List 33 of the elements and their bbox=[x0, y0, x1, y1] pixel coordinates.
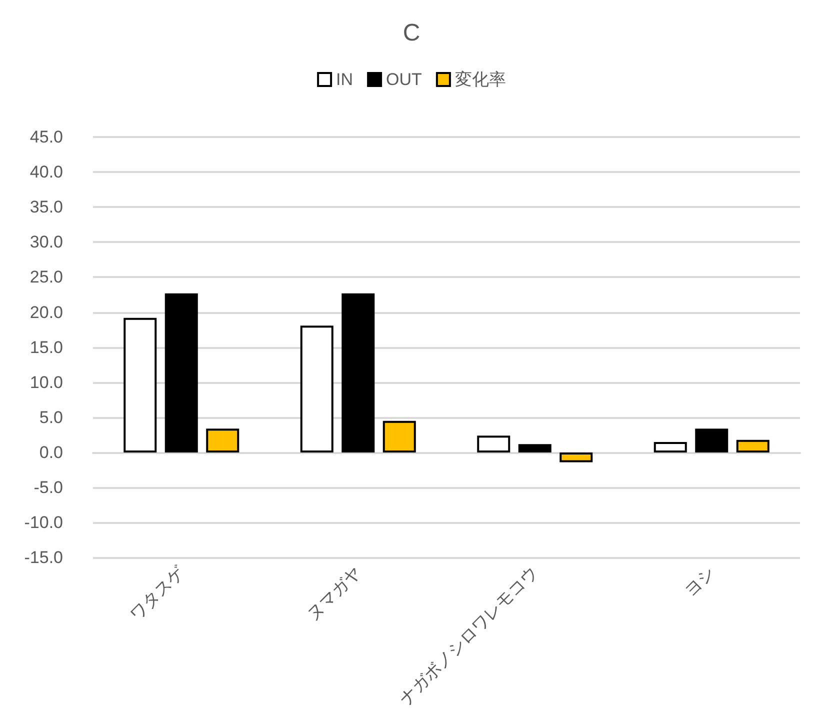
x-tick-label: ヨシ bbox=[680, 562, 718, 600]
bar bbox=[518, 444, 552, 452]
y-tick-label: 25.0 bbox=[30, 268, 63, 287]
bar bbox=[477, 436, 510, 452]
bar bbox=[300, 326, 334, 452]
bar bbox=[342, 293, 375, 452]
legend-label: 変化率 bbox=[454, 70, 506, 89]
x-tick-label: ヌマガヤ bbox=[303, 562, 365, 624]
y-tick-label: -10.0 bbox=[24, 513, 63, 532]
y-tick-label: 0.0 bbox=[39, 442, 63, 462]
y-tick-label: 40.0 bbox=[30, 162, 63, 182]
x-tick-label: ワタスゲ bbox=[126, 562, 189, 624]
legend-label: OUT bbox=[386, 70, 422, 89]
y-tick-label: 45.0 bbox=[30, 128, 63, 146]
chart-title: C bbox=[402, 20, 420, 46]
y-tick-label: 10.0 bbox=[30, 372, 63, 392]
y-tick-label: 20.0 bbox=[30, 302, 63, 322]
x-tick-label: ナガボノシロワレモコウ bbox=[396, 562, 542, 709]
y-tick-label: 5.0 bbox=[39, 408, 63, 427]
y-tick-label: 15.0 bbox=[30, 338, 63, 357]
y-tick-label: -15.0 bbox=[24, 548, 63, 568]
bar bbox=[382, 420, 416, 452]
bar bbox=[736, 440, 770, 452]
bar bbox=[695, 428, 728, 452]
bar bbox=[206, 428, 240, 452]
y-tick-label: 35.0 bbox=[30, 198, 63, 217]
bar bbox=[560, 452, 593, 462]
legend-label: IN bbox=[336, 70, 354, 89]
bar bbox=[124, 318, 157, 452]
y-tick-label: 30.0 bbox=[30, 232, 63, 252]
y-tick-label: -5.0 bbox=[34, 478, 63, 498]
bar bbox=[164, 293, 198, 452]
bar bbox=[654, 442, 687, 452]
